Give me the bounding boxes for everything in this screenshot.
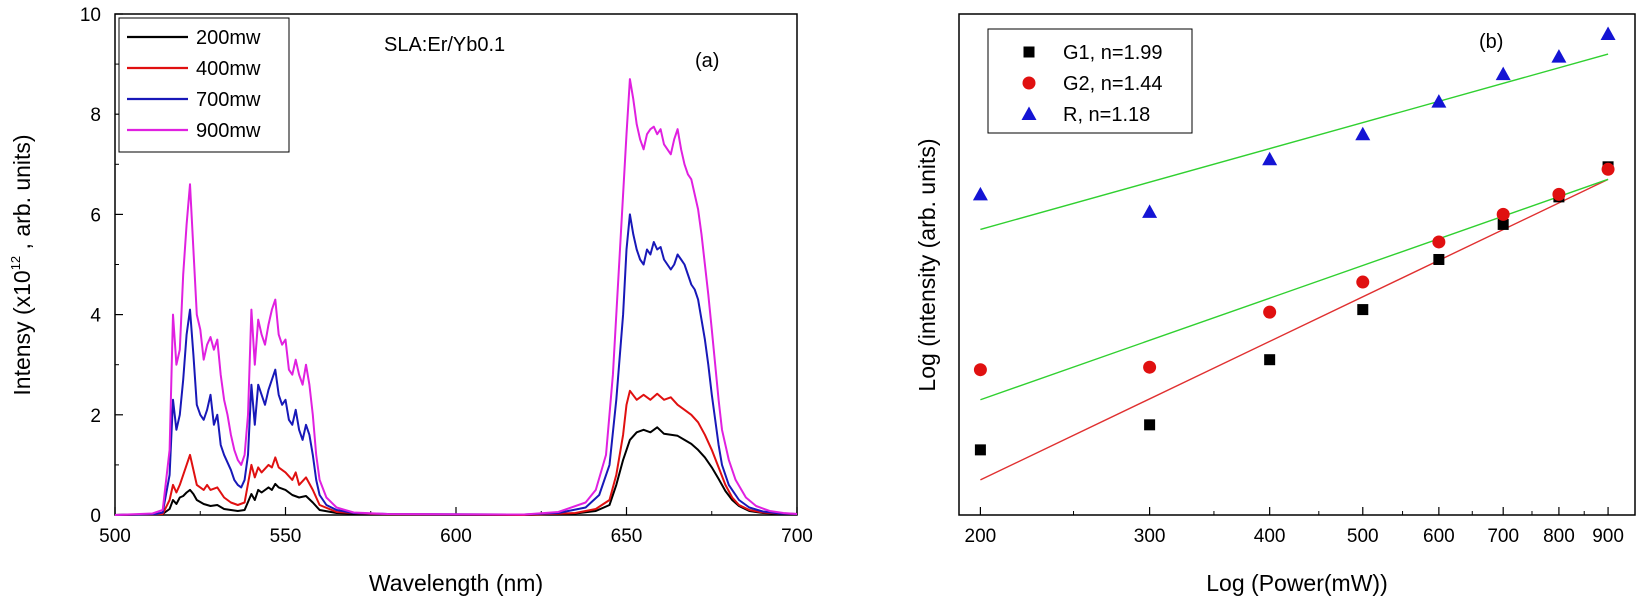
panel-a-label: (a) bbox=[695, 50, 719, 72]
panel-b-data-point bbox=[1551, 49, 1567, 63]
panel-a-x-axis-title: Wavelength (nm) bbox=[369, 570, 543, 596]
panel-a-legend: 200mw 400mw 700mw 900mw bbox=[118, 17, 290, 153]
panel-b-plot-frame bbox=[958, 13, 1636, 516]
panel-b-data-point bbox=[1144, 419, 1156, 431]
panel-a-x-tick-label: 650 bbox=[611, 526, 643, 547]
panel-b-data-point bbox=[1263, 305, 1277, 319]
panel-a-ticks: 500 550 600 650 700 0 2 4 6 8 10 bbox=[80, 5, 813, 547]
panel-a-legend-items: 200mw 400mw 700mw 900mw bbox=[127, 27, 261, 142]
panel-b-data-point bbox=[1432, 235, 1446, 249]
panel-b-x-tick-label: 300 bbox=[1134, 526, 1166, 547]
panel-b-data-point bbox=[1262, 151, 1278, 166]
panel-b-data-point bbox=[1355, 126, 1371, 141]
panel-b-data-point bbox=[1496, 207, 1510, 221]
panel-a-series-group bbox=[114, 78, 798, 516]
panel-a-y-tick-label: 8 bbox=[90, 105, 101, 126]
panel-b-x-tick-label: 700 bbox=[1487, 526, 1519, 547]
panel-b-data-point bbox=[1497, 218, 1509, 230]
panel-b-legend-box bbox=[987, 28, 1193, 134]
panel-b-legend-label: G2, n=1.44 bbox=[1063, 73, 1163, 95]
panel-b-data-point bbox=[1142, 204, 1158, 218]
panel-b-legend: G1, n=1.99 G2, n=1.44 R, n=1.18 bbox=[987, 28, 1193, 134]
panel-b-x-tick-label: 200 bbox=[965, 526, 997, 547]
panel-b-data-point bbox=[1264, 354, 1276, 366]
panel-b-data-point bbox=[974, 444, 986, 456]
panel-a-legend-label: 700mw bbox=[196, 89, 261, 111]
panel-b-x-axis-title: Log (Power(mW)) bbox=[1206, 570, 1387, 596]
panel-a-legend-label: 900mw bbox=[196, 120, 261, 142]
panel-b-legend-label: R, n=1.18 bbox=[1063, 104, 1150, 126]
panel-a-y-tick-label: 4 bbox=[90, 306, 101, 327]
panel-b-data-point bbox=[1356, 275, 1370, 289]
panel-a-series-line bbox=[114, 78, 798, 516]
panel-a-legend-label: 200mw bbox=[196, 27, 261, 49]
panel-b-data-point bbox=[1143, 360, 1157, 374]
panel-b-data-point bbox=[973, 363, 987, 377]
panel-b-legend-marker bbox=[1021, 106, 1037, 120]
panel-b-data-point bbox=[1600, 26, 1616, 41]
panel-a-series-line bbox=[114, 389, 798, 516]
panel-b-x-tick-label: 800 bbox=[1543, 526, 1575, 547]
panel-b-ticks: 200 300 400 500 600 700 800 900 bbox=[965, 507, 1624, 547]
panel-b-power-chart: 200 300 400 500 600 700 800 900 (b) Log (Power(… bbox=[914, 13, 1636, 596]
panel-a-y-tick-label: 10 bbox=[80, 5, 101, 26]
panel-b-legend-marker bbox=[1023, 46, 1035, 58]
panel-b-x-tick-label: 900 bbox=[1592, 526, 1624, 547]
panel-b-fit-line bbox=[980, 53, 1609, 231]
panel-a-series-line bbox=[114, 213, 798, 516]
panel-a-y-tick-label: 2 bbox=[90, 406, 101, 427]
panel-b-data-point bbox=[1601, 162, 1615, 176]
panel-b-legend-items: G1, n=1.99 G2, n=1.44 R, n=1.18 bbox=[1021, 42, 1163, 126]
panel-b-y-axis-title: Log (intensity (arb. units) bbox=[914, 138, 940, 391]
panel-b-fit-line bbox=[980, 178, 1609, 401]
panel-a-y-tick-label: 0 bbox=[90, 506, 101, 527]
panel-b-points bbox=[972, 26, 1616, 456]
panel-b-data-point bbox=[1552, 187, 1566, 201]
panel-b-fit-line bbox=[980, 178, 1609, 481]
panel-a-legend-label: 400mw bbox=[196, 58, 261, 80]
panel-a-x-tick-label: 600 bbox=[440, 526, 472, 547]
panel-a-x-tick-label: 500 bbox=[99, 526, 131, 547]
panel-b-data-point bbox=[972, 186, 988, 201]
panel-a-x-tick-label: 700 bbox=[781, 526, 813, 547]
panel-b-data-point bbox=[1433, 253, 1445, 265]
panel-b-x-tick-label: 600 bbox=[1423, 526, 1455, 547]
panel-a-y-axis-title: Intensy (x1012 , arb. units) bbox=[8, 134, 35, 395]
panel-b-legend-marker bbox=[1022, 76, 1036, 90]
panel-a-x-tick-label: 550 bbox=[270, 526, 302, 547]
panel-a-annotation: SLA:Er/Yb0.1 bbox=[384, 34, 505, 56]
panel-b-x-tick-label: 500 bbox=[1347, 526, 1379, 547]
panel-b-legend-label: G1, n=1.99 bbox=[1063, 42, 1163, 64]
panel-b-x-tick-label: 400 bbox=[1254, 526, 1286, 547]
panel-b-data-point bbox=[1431, 94, 1447, 108]
panel-a-y-tick-label: 6 bbox=[90, 205, 101, 226]
panel-a-series-line bbox=[114, 426, 798, 516]
panel-b-data-point bbox=[1357, 304, 1369, 316]
panel-b-data-point bbox=[1495, 66, 1511, 81]
panel-b-label: (b) bbox=[1479, 31, 1503, 53]
